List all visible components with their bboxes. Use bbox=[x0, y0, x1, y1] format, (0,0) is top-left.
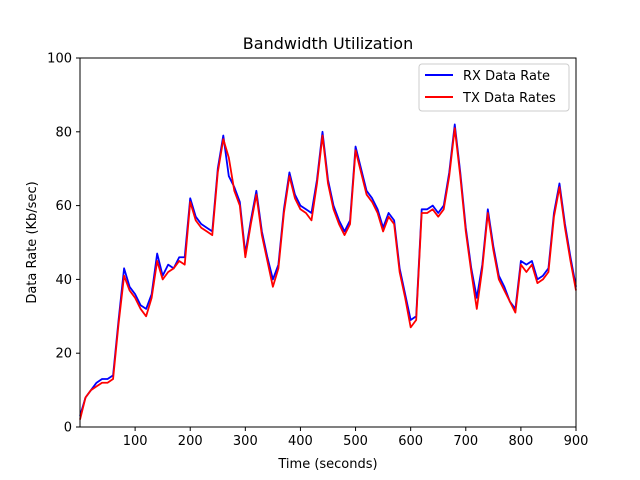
x-tick-label: 500 bbox=[343, 434, 368, 449]
legend: RX Data Rate TX Data Rates bbox=[418, 63, 570, 112]
y-tick-label: 20 bbox=[55, 347, 72, 362]
chart-title: Bandwidth Utilization bbox=[243, 34, 413, 53]
y-tick-label: 40 bbox=[55, 273, 72, 288]
x-tick-label: 900 bbox=[564, 434, 589, 449]
legend-box bbox=[418, 63, 570, 112]
y-tick-label: 100 bbox=[47, 52, 72, 67]
y-tick-label: 60 bbox=[55, 199, 72, 214]
legend-label-rx: RX Data Rate bbox=[463, 69, 550, 84]
y-axis-label: Data Rate (Kb/sec) bbox=[25, 181, 40, 303]
y-tick-label: 80 bbox=[55, 125, 72, 140]
y-tick-label: 0 bbox=[64, 421, 72, 436]
series-layer bbox=[79, 123, 577, 420]
series-line-tx bbox=[79, 127, 577, 420]
y-axis: 0 20 40 60 80 100 bbox=[47, 52, 80, 436]
x-axis: 100 200 300 400 500 600 700 800 900 bbox=[123, 427, 589, 449]
x-tick-label: 200 bbox=[178, 434, 203, 449]
x-tick-label: 300 bbox=[233, 434, 258, 449]
x-tick-label: 100 bbox=[123, 434, 148, 449]
x-tick-label: 800 bbox=[508, 434, 533, 449]
x-tick-label: 700 bbox=[453, 434, 478, 449]
x-tick-label: 600 bbox=[398, 434, 423, 449]
legend-label-tx: TX Data Rates bbox=[462, 91, 556, 106]
x-axis-label: Time (seconds) bbox=[277, 457, 377, 472]
plot-frame bbox=[79, 57, 577, 428]
x-tick-label: 400 bbox=[288, 434, 313, 449]
